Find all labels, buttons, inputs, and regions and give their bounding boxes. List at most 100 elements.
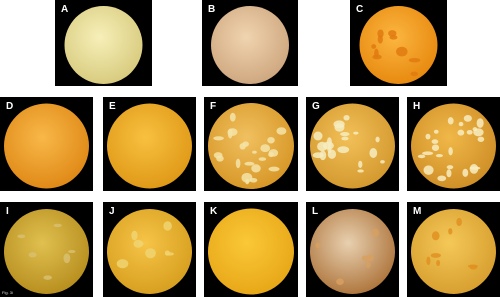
- colony: [437, 175, 447, 182]
- colony: [343, 114, 350, 121]
- colony: [448, 228, 453, 235]
- colony: [361, 255, 368, 261]
- colony: [433, 129, 439, 134]
- colony: [371, 228, 379, 237]
- colony: [423, 165, 434, 175]
- colony: [268, 166, 280, 172]
- colony: [462, 168, 469, 177]
- colony: [448, 147, 453, 156]
- colony: [145, 248, 156, 259]
- panel: M: [407, 202, 500, 297]
- colony: [408, 58, 421, 63]
- colony: [372, 54, 382, 60]
- colony: [473, 128, 484, 137]
- colony: [241, 172, 253, 183]
- dish: [359, 6, 438, 84]
- colony: [446, 165, 454, 170]
- panel-label: B: [208, 4, 215, 15]
- panel-label: A: [61, 4, 68, 15]
- dish: [64, 6, 143, 84]
- colony: [313, 131, 323, 141]
- colony: [369, 148, 378, 158]
- caption: Fig. 3i: [2, 290, 13, 295]
- colony: [337, 146, 350, 154]
- panel-label: H: [413, 101, 420, 112]
- colony: [446, 169, 452, 178]
- colony: [477, 136, 485, 142]
- dish: [211, 6, 289, 84]
- panel-label: G: [312, 101, 320, 112]
- colony: [163, 221, 172, 231]
- colony: [164, 250, 170, 256]
- dish: [310, 103, 395, 189]
- panel: F: [204, 97, 298, 191]
- panel: K: [204, 202, 298, 297]
- colony: [340, 131, 350, 137]
- colony: [463, 115, 472, 122]
- colony: [377, 29, 384, 38]
- colony: [67, 250, 76, 254]
- colony: [341, 136, 349, 141]
- panel: A: [55, 0, 152, 86]
- colony: [258, 157, 267, 161]
- colony: [322, 141, 334, 150]
- colony: [53, 223, 62, 228]
- colony: [315, 242, 321, 249]
- panel: J: [103, 202, 196, 297]
- colony: [396, 46, 408, 57]
- colony: [365, 262, 371, 268]
- colony: [227, 128, 233, 139]
- dish: [107, 103, 192, 189]
- colony: [260, 144, 271, 153]
- colony: [43, 275, 52, 280]
- panel: H: [407, 97, 500, 191]
- colony: [431, 139, 439, 144]
- colony: [245, 178, 250, 185]
- colony: [467, 264, 478, 268]
- colony: [336, 278, 344, 285]
- colony: [267, 136, 275, 144]
- colony: [131, 230, 138, 241]
- colony: [371, 44, 377, 49]
- panel: L: [306, 202, 399, 297]
- colony: [422, 151, 434, 156]
- colony: [417, 154, 426, 159]
- colony: [377, 35, 383, 44]
- colony: [116, 259, 129, 269]
- dish: [310, 209, 395, 294]
- colony: [17, 234, 26, 239]
- panel-label: K: [210, 206, 218, 217]
- colony: [457, 129, 465, 136]
- panel-label: J: [109, 206, 115, 217]
- panel: I: [0, 202, 93, 297]
- dish: [411, 103, 496, 189]
- colony: [466, 129, 473, 135]
- colony: [469, 164, 479, 174]
- colony: [447, 117, 454, 125]
- colony: [436, 259, 441, 267]
- dish: [4, 103, 89, 189]
- panel: B: [202, 0, 298, 86]
- colony: [235, 158, 241, 169]
- colony: [380, 160, 385, 164]
- panel-label: I: [6, 206, 9, 217]
- colony: [357, 169, 364, 173]
- colony: [213, 136, 224, 141]
- panel: D: [0, 97, 93, 191]
- dish: [411, 209, 496, 294]
- colony: [456, 217, 462, 227]
- panel-label: C: [356, 4, 363, 15]
- colony: [365, 254, 374, 262]
- colony: [425, 133, 431, 140]
- colony: [358, 160, 363, 168]
- colony: [133, 239, 143, 248]
- colony: [63, 253, 71, 264]
- panel: C: [350, 0, 447, 86]
- colony: [251, 164, 261, 173]
- colony: [426, 256, 431, 266]
- colony: [353, 131, 359, 135]
- colony: [476, 118, 484, 128]
- colony: [312, 152, 324, 159]
- colony: [244, 161, 255, 166]
